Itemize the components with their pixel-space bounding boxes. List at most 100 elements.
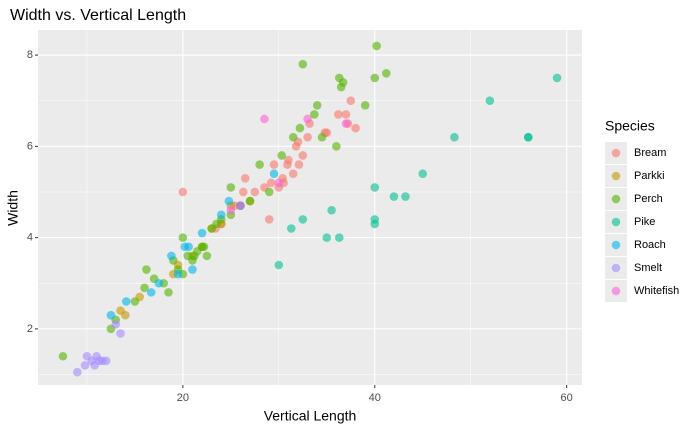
- legend-marker: [611, 263, 621, 273]
- legend-label: Whitefish: [634, 285, 679, 297]
- x-axis-label: Vertical Length: [264, 408, 357, 424]
- legend-marker: [611, 148, 621, 158]
- point: [370, 183, 380, 192]
- point: [485, 96, 495, 106]
- legend-label: Pike: [634, 216, 655, 228]
- point: [274, 260, 284, 270]
- point: [295, 123, 305, 133]
- legend-marker: [611, 240, 621, 250]
- legend-label: Perch: [634, 193, 663, 205]
- point: [312, 100, 322, 110]
- point: [401, 192, 410, 201]
- point: [360, 100, 370, 110]
- legend-label: Smelt: [634, 262, 662, 274]
- point: [80, 361, 90, 370]
- point: [418, 169, 428, 179]
- point: [199, 242, 209, 252]
- legend-title: Species: [605, 118, 655, 134]
- point: [178, 187, 188, 197]
- point: [269, 169, 279, 179]
- y-tick-label: 4: [27, 232, 33, 244]
- point: [298, 151, 308, 160]
- point: [334, 233, 344, 242]
- y-tick-label: 2: [27, 323, 33, 335]
- point: [167, 251, 176, 261]
- point: [142, 265, 151, 274]
- point: [317, 132, 327, 142]
- point: [226, 183, 236, 192]
- x-tick-label: 60: [561, 392, 573, 404]
- chart-title: Width vs. Vertical Length: [10, 7, 186, 24]
- point: [164, 288, 173, 297]
- x-tick-label: 20: [177, 392, 189, 404]
- y-axis-label: Width: [5, 190, 21, 226]
- point: [224, 196, 234, 206]
- point: [336, 82, 346, 92]
- point: [58, 351, 68, 361]
- point: [216, 210, 226, 220]
- point: [370, 73, 380, 83]
- point: [346, 96, 356, 106]
- point: [184, 242, 193, 252]
- point: [269, 160, 279, 169]
- legend-label: Parkki: [634, 170, 665, 182]
- point: [327, 205, 336, 215]
- point: [245, 196, 255, 206]
- point: [277, 151, 286, 160]
- point: [523, 132, 533, 142]
- point: [116, 306, 125, 315]
- point: [298, 215, 308, 224]
- point: [197, 228, 207, 238]
- point: [303, 114, 312, 124]
- point: [284, 155, 293, 165]
- legend-marker: [611, 194, 621, 204]
- point: [341, 119, 351, 128]
- point: [334, 110, 343, 119]
- legend-marker: [611, 286, 621, 296]
- point: [121, 297, 131, 306]
- point: [450, 132, 459, 142]
- point: [202, 251, 212, 261]
- point: [552, 73, 562, 83]
- point: [332, 142, 341, 151]
- x-tick-label: 40: [369, 392, 381, 404]
- point: [341, 110, 351, 119]
- point: [389, 192, 399, 201]
- point: [146, 288, 156, 297]
- point: [370, 219, 380, 229]
- y-tick-label: 6: [27, 140, 33, 152]
- point: [260, 114, 269, 124]
- point: [372, 41, 381, 51]
- point: [250, 187, 260, 197]
- point: [154, 278, 164, 288]
- point: [101, 356, 111, 366]
- point: [381, 69, 391, 78]
- point: [310, 110, 319, 119]
- point: [111, 320, 121, 329]
- point: [264, 187, 274, 197]
- point: [322, 233, 332, 242]
- legend-label: Roach: [634, 239, 666, 251]
- point: [188, 265, 197, 274]
- point: [298, 59, 308, 69]
- point: [130, 297, 140, 306]
- point: [116, 329, 125, 338]
- point: [239, 187, 248, 197]
- point: [236, 201, 245, 210]
- point: [73, 367, 82, 377]
- point: [255, 160, 264, 169]
- legend-label: Bream: [634, 147, 666, 159]
- point: [288, 132, 298, 142]
- point: [106, 310, 116, 320]
- point: [351, 123, 360, 133]
- legend-marker: [611, 217, 621, 227]
- point: [266, 178, 276, 188]
- point: [173, 269, 183, 279]
- point: [303, 132, 312, 142]
- point: [140, 283, 149, 293]
- point: [294, 160, 304, 169]
- point: [240, 173, 250, 183]
- point: [288, 169, 298, 179]
- point: [178, 233, 188, 242]
